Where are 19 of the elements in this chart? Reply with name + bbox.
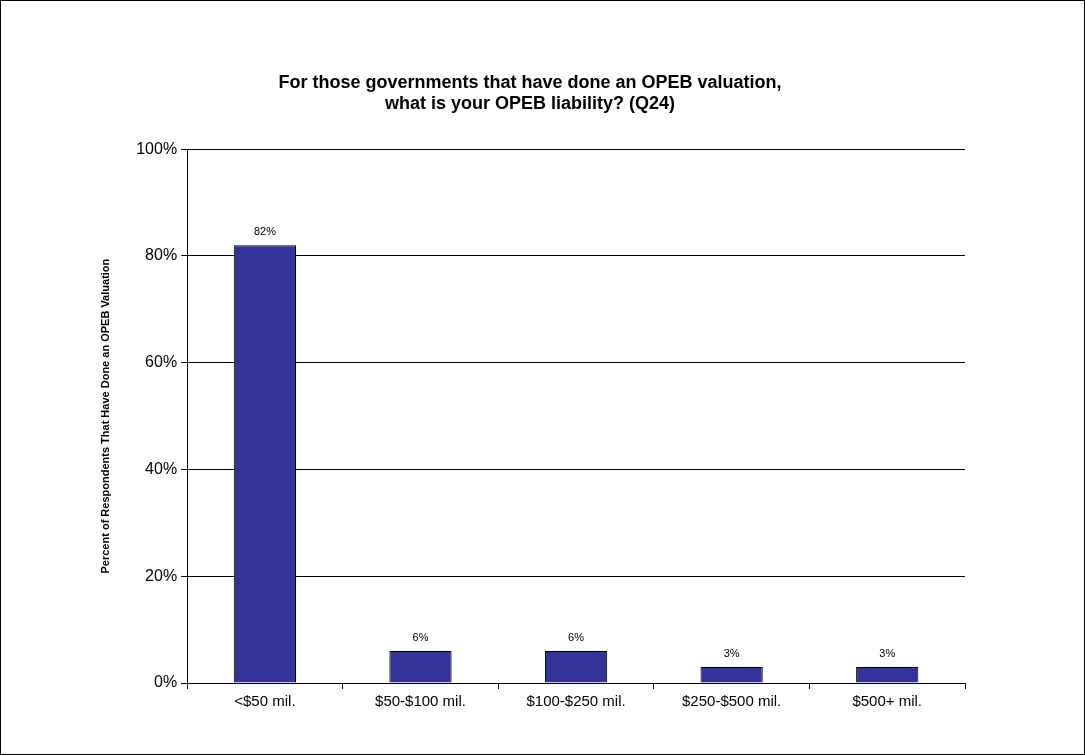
x-tick-label: $250-$500 mil. xyxy=(682,692,782,710)
y-tick-label: 60% xyxy=(145,353,178,371)
x-tick-label: <$50 mil. xyxy=(234,692,296,710)
text: For those governments that have done an OPEB valuation, xyxy=(278,71,782,92)
y-tick-label: 100% xyxy=(136,139,178,157)
x-tick-label: $50-$100 mil. xyxy=(375,692,466,710)
y-tick-label: 40% xyxy=(145,459,178,477)
data-label: 82% xyxy=(253,224,277,237)
data-label: 3% xyxy=(879,646,896,659)
x-tick-label: $500+ mil. xyxy=(852,692,923,710)
y-tick-label: 20% xyxy=(145,566,178,584)
data-label: 6% xyxy=(568,630,585,643)
data-label: 6% xyxy=(412,630,429,643)
y-tick-label: 0% xyxy=(154,673,178,691)
data-label: 3% xyxy=(723,646,740,659)
y-tick-label: 80% xyxy=(145,246,178,264)
y-axis-title: Percent of Respondents That Have Done an OPEB Valuation xyxy=(98,258,111,574)
text: what is your OPEB liability? (Q24) xyxy=(384,93,676,114)
x-tick-label: $100-$250 mil. xyxy=(526,692,626,710)
